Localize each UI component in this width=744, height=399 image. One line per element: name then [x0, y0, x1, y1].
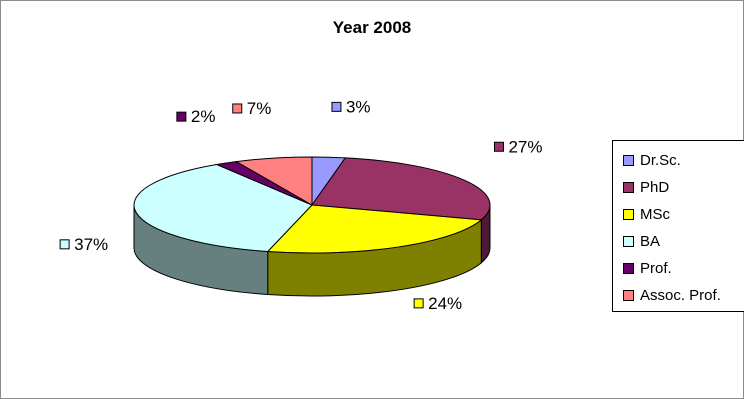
data-label-0: 3%	[346, 97, 371, 116]
legend-label-4: Prof.	[640, 260, 672, 277]
legend-item-5: Assoc. Prof.	[613, 282, 744, 309]
legend-swatch-3	[623, 236, 634, 247]
legend-label-1: PhD	[640, 179, 670, 196]
data-label-swatch-3	[59, 239, 70, 250]
data-label-swatch-5	[232, 103, 243, 114]
data-label-swatch-1	[493, 141, 504, 152]
legend-swatch-0	[623, 155, 634, 166]
legend-swatch-2	[623, 209, 634, 220]
legend-label-3: BA	[640, 233, 661, 250]
legend-swatch-4	[623, 263, 634, 274]
data-label-3: 37%	[74, 235, 108, 254]
legend-item-4: Prof.	[613, 255, 744, 282]
legend-swatch-5	[623, 290, 634, 301]
legend-item-2: MSc	[613, 201, 744, 228]
legend-item-3: BA	[613, 228, 744, 255]
pie-slice-1	[311, 157, 491, 221]
pie-slice-5	[234, 156, 313, 206]
data-label-2: 24%	[428, 294, 462, 313]
data-label-5: 7%	[247, 99, 272, 118]
data-label-1: 27%	[508, 137, 542, 156]
legend-item-1: PhD	[613, 174, 744, 201]
legend: Dr.Sc. PhD MSc BA Prof. Assoc. Prof.	[612, 140, 744, 312]
legend-label-5: Assoc. Prof.	[640, 287, 721, 304]
data-label-4: 2%	[191, 107, 216, 126]
legend-item-0: Dr.Sc.	[613, 147, 744, 174]
legend-label-0: Dr.Sc.	[640, 152, 681, 169]
legend-swatch-1	[623, 182, 634, 193]
legend-label-2: MSc	[640, 206, 670, 223]
chart-title: Year 2008	[332, 18, 412, 37]
data-label-swatch-0	[331, 101, 342, 112]
data-label-swatch-2	[413, 298, 424, 309]
pie-slice-2	[266, 204, 483, 254]
data-label-swatch-4	[176, 111, 187, 122]
